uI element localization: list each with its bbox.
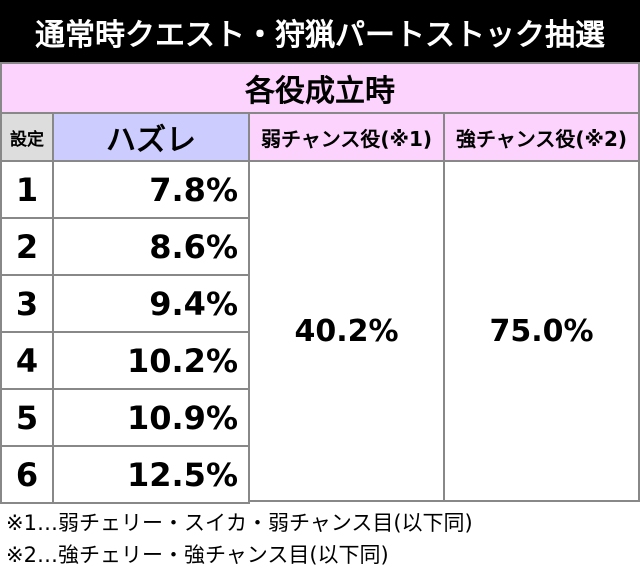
setting-cell: 4	[0, 331, 54, 390]
group-header-text: 各役成立時	[245, 74, 395, 109]
col-header: ハズレ	[52, 112, 250, 162]
col-header: 弱チャンス役(※1)	[248, 112, 445, 162]
title: 通常時クエスト・狩猟パートストック抽選	[35, 18, 605, 53]
cell-text: 10.9%	[126, 398, 238, 437]
cell-text: 40.2%	[294, 313, 399, 349]
title-bar: 通常時クエスト・狩猟パートストック抽選	[0, 0, 640, 64]
note-text: ※2…強チェリー・強チャンス目(以下同)	[6, 543, 389, 567]
cell-text: 12.5%	[126, 455, 238, 494]
cell-text: 3	[15, 284, 39, 323]
hazure-cell: 9.4%	[52, 274, 250, 333]
cell-text: 75.0%	[489, 313, 594, 349]
note-text: ※1…弱チェリー・スイカ・弱チャンス目(以下同)	[6, 511, 473, 535]
cell-text: 9.4%	[149, 284, 238, 323]
note: ※2…強チェリー・強チャンス目(以下同)	[6, 538, 389, 570]
strong-cell: 75.0%	[443, 160, 640, 502]
cell-text: 8.6%	[149, 227, 238, 266]
hazure-cell: 7.8%	[52, 160, 250, 219]
note: ※1…弱チェリー・スイカ・弱チャンス目(以下同)	[6, 506, 473, 538]
cell-text: 7.8%	[149, 170, 238, 209]
hazure-cell: 10.2%	[52, 331, 250, 390]
setting-cell: 1	[0, 160, 54, 219]
col-text: 設定	[10, 129, 44, 150]
cell-text: 1	[15, 170, 39, 209]
setting-cell: 6	[0, 445, 54, 504]
hazure-cell: 10.9%	[52, 388, 250, 447]
cell-text: 5	[15, 398, 39, 437]
col-text: 弱チャンス役(※1)	[260, 126, 433, 151]
hazure-cell: 12.5%	[52, 445, 250, 504]
group-header: 各役成立時	[0, 62, 640, 114]
col-header: 設定	[0, 112, 54, 162]
hazure-cell: 8.6%	[52, 217, 250, 276]
weak-cell: 40.2%	[248, 160, 445, 502]
cell-text: 4	[15, 341, 39, 380]
setting-cell: 3	[0, 274, 54, 333]
col-text: ハズレ	[106, 123, 196, 158]
col-text: 強チャンス役(※2)	[455, 126, 628, 151]
cell-text: 2	[15, 227, 39, 266]
setting-cell: 5	[0, 388, 54, 447]
setting-cell: 2	[0, 217, 54, 276]
cell-text: 10.2%	[126, 341, 238, 380]
col-header: 強チャンス役(※2)	[443, 112, 640, 162]
cell-text: 6	[15, 455, 39, 494]
